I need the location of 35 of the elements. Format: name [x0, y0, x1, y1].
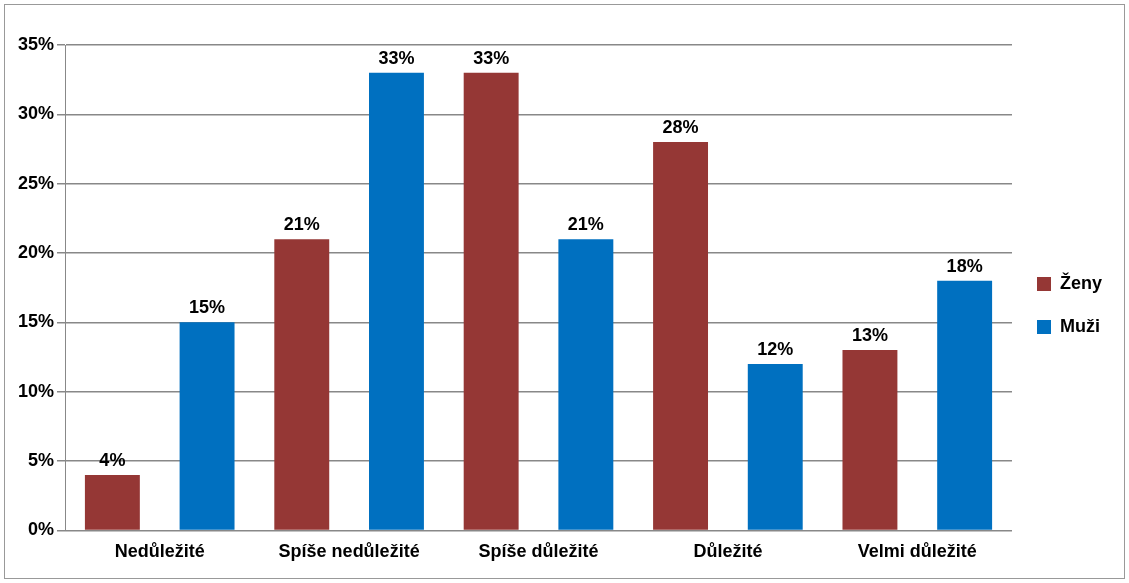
data-label: 28%	[662, 117, 699, 138]
bar	[653, 142, 709, 530]
bar	[369, 72, 424, 530]
bar	[463, 72, 519, 530]
y-tick-label: 15%	[18, 311, 55, 332]
data-label: 21%	[283, 214, 320, 235]
y-tick-label: 30%	[18, 103, 55, 124]
y-tick-label: 0%	[28, 519, 55, 540]
bar	[937, 280, 993, 530]
y-tick-label: 25%	[18, 172, 55, 193]
bar	[558, 239, 614, 530]
data-label: 12%	[757, 338, 794, 359]
data-label: 4%	[99, 449, 126, 470]
data-label: 33%	[378, 47, 415, 68]
y-tick-label: 10%	[18, 380, 55, 401]
data-label: 13%	[851, 325, 888, 346]
legend-label: Ženy	[1059, 271, 1102, 293]
bar	[179, 322, 235, 530]
y-tick-label: 5%	[28, 450, 55, 471]
y-tick-label: 20%	[18, 242, 55, 262]
bar	[274, 239, 330, 530]
data-label: 33%	[473, 47, 510, 68]
legend-label: Muži	[1059, 315, 1100, 336]
y-tick-label: 35%	[18, 33, 55, 54]
x-tick-label: Důležité	[693, 541, 763, 562]
bar	[842, 350, 898, 530]
data-label: 18%	[946, 255, 983, 276]
x-tick-label: Nedůležité	[114, 541, 205, 562]
x-tick-label: Spíše důležité	[478, 541, 599, 562]
x-tick-label: Spíše nedůležité	[278, 541, 420, 562]
data-label: 21%	[567, 214, 604, 235]
bar	[84, 474, 140, 530]
x-tick-label: Velmi důležité	[857, 541, 977, 562]
data-label: 15%	[189, 297, 226, 318]
bar	[747, 363, 803, 530]
